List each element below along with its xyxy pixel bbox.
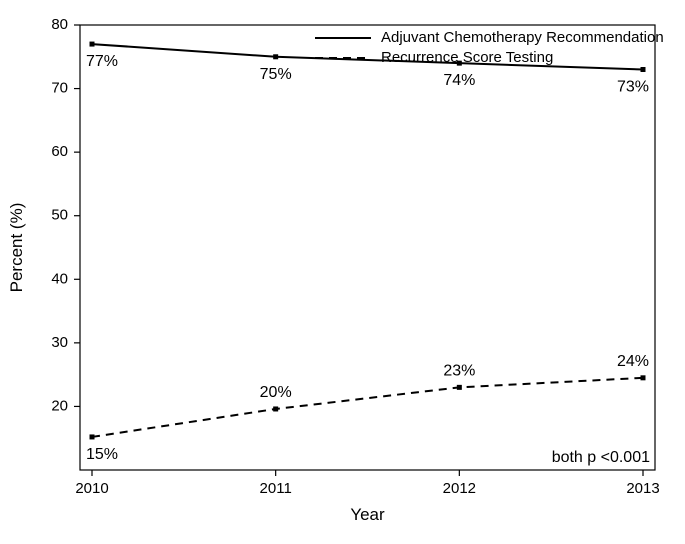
y-tick-label: 50 [51, 207, 68, 224]
y-tick-label: 20 [51, 397, 68, 414]
data-label: 15% [86, 446, 118, 463]
chart-svg: 20 30 40 50 60 70 80 2010 2011 2012 2013 Year Percen… [0, 0, 685, 544]
y-axis-label: Percent (%) [7, 203, 26, 293]
x-tick-label: 2013 [626, 480, 659, 497]
y-tick-label: 80 [51, 16, 68, 33]
series-marker [641, 67, 646, 72]
x-tick-label: 2011 [260, 480, 292, 497]
series-marker [90, 434, 95, 439]
series-marker [273, 54, 278, 59]
y-tick-label: 30 [51, 334, 68, 351]
legend-label: Recurrence Score Testing [381, 49, 553, 66]
series-marker [641, 375, 646, 380]
data-label: 23% [443, 362, 475, 379]
data-label: 74% [443, 72, 475, 89]
x-axis-label: Year [350, 505, 385, 524]
data-label: 75% [260, 66, 292, 83]
legend-label: Adjuvant Chemotherapy Recommendation [381, 29, 664, 46]
y-tick-label: 40 [51, 270, 68, 287]
x-tick-label: 2010 [75, 480, 108, 497]
p-value-annotation: both p <0.001 [552, 449, 650, 466]
series-marker [457, 385, 462, 390]
data-label: 20% [260, 384, 292, 401]
data-label: 73% [617, 79, 649, 96]
series-marker [90, 42, 95, 47]
y-tick-label: 70 [51, 80, 68, 97]
y-tick-label: 60 [51, 143, 68, 160]
series-marker [273, 406, 278, 411]
data-label: 24% [617, 353, 649, 370]
data-label: 77% [86, 53, 118, 70]
x-tick-label: 2012 [443, 480, 476, 497]
line-chart: 20 30 40 50 60 70 80 2010 2011 2012 2013 Year Percen… [0, 0, 685, 544]
